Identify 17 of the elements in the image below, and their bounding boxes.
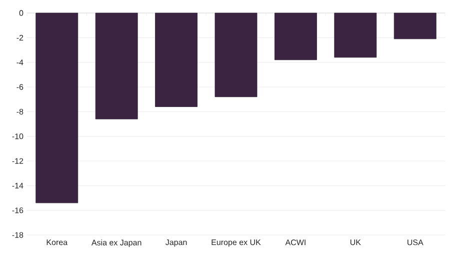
y-tick-label: -18 [12, 232, 24, 238]
y-tick-label: -16 [12, 207, 24, 214]
x-tick-label: ACWI [285, 240, 306, 246]
x-tick-label: USA [408, 240, 424, 246]
y-tick-label: -4 [16, 60, 24, 66]
y-tick-label: 0 [19, 10, 24, 16]
x-tick-label: Korea [46, 240, 68, 246]
x-tick-label: UK [350, 240, 361, 246]
y-tick-label: -10 [12, 133, 24, 140]
x-tick-label: Asia ex Japan [91, 240, 142, 247]
y-tick-label: -12 [12, 158, 24, 164]
y-tick-label: -14 [12, 182, 24, 188]
x-tick-label: Europe ex UK [212, 240, 261, 247]
x-tick-label: Japan [166, 240, 187, 247]
y-tick-label: -6 [16, 84, 24, 90]
y-tick-label: -8 [16, 108, 24, 114]
y-tick-label: -2 [16, 34, 24, 40]
